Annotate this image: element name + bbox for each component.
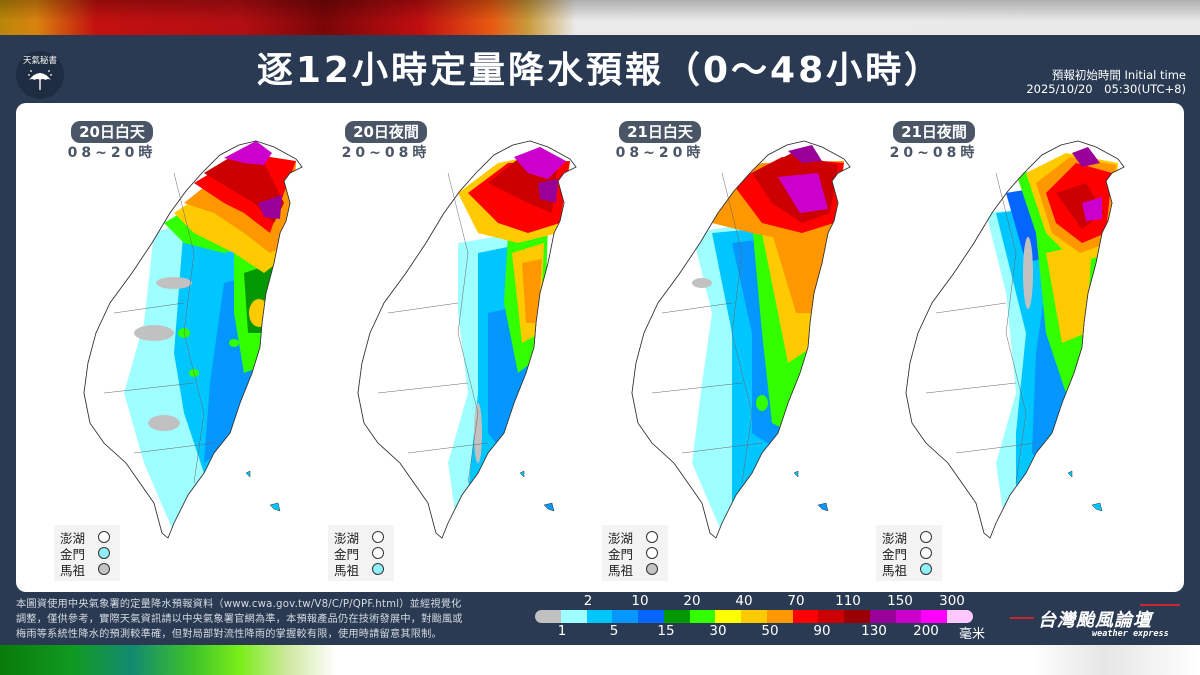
date-label: 21日夜間 xyxy=(893,121,975,143)
time-range: 20~08時 xyxy=(341,145,431,161)
precipitation-color-legend: 2 10 20 40 70 110 150 300 1 5 15 30 50 9… xyxy=(533,593,985,642)
time-range: 20~08時 xyxy=(889,145,979,161)
island-matsu: 馬祖 xyxy=(334,561,388,578)
map-header: 20日夜間 20~08時 xyxy=(334,121,438,163)
taiwan-typhoon-forum-logo: 台灣颱風論壇 weather express xyxy=(1010,598,1190,642)
forecast-frame: 天氣秘書 逐12小時定量降水預報（0～48小時） 預報初始時間 Initial … xyxy=(0,35,1200,645)
map-header: 21日夜間 20~08時 xyxy=(882,121,986,163)
date-label: 20日夜間 xyxy=(345,121,427,143)
page-title: 逐12小時定量降水預報（0～48小時） xyxy=(256,50,944,91)
outlying-islands-legend: 澎湖 金門 馬祖 xyxy=(328,525,394,581)
outlying-islands-legend: 澎湖 金門 馬祖 xyxy=(876,525,942,581)
island-penghu: 澎湖 xyxy=(882,529,936,546)
initial-time-label: 預報初始時間 Initial time xyxy=(1051,68,1186,82)
taiwan-rain-map xyxy=(905,140,1125,539)
date-label: 21日白天 xyxy=(619,121,701,143)
island-penghu: 澎湖 xyxy=(608,529,662,546)
island-penghu: 澎湖 xyxy=(60,529,114,546)
maps-panel: 20日白天 08~20時 xyxy=(16,103,1184,592)
top-decor-strip xyxy=(0,0,1200,35)
island-matsu: 馬祖 xyxy=(608,561,662,578)
initial-time-value: 2025/10/20 05:30(UTC+8) xyxy=(1026,82,1186,96)
island-kinmen: 金門 xyxy=(60,545,114,562)
legend-unit: 毫米 xyxy=(958,627,985,642)
map-20-day: 20日白天 08~20時 xyxy=(16,103,306,592)
map-21-night: 21日夜間 20~08時 xyxy=(838,103,1128,592)
map-header: 20日白天 08~20時 xyxy=(60,121,164,163)
map-header: 21日白天 08~20時 xyxy=(608,121,712,163)
legend-top-labels: 2 10 20 40 70 110 150 300 xyxy=(583,593,965,609)
umbrella-icon xyxy=(28,70,52,90)
brand-name: 台灣颱風論壇 xyxy=(1038,610,1152,631)
island-kinmen: 金門 xyxy=(882,545,936,562)
logo-text: 天氣秘書 xyxy=(22,56,57,66)
island-penghu: 澎湖 xyxy=(334,529,388,546)
outlying-islands-legend: 澎湖 金門 馬祖 xyxy=(54,525,120,581)
taiwan-rain-map xyxy=(357,140,577,539)
taiwan-rain-map xyxy=(83,140,303,539)
weather-secretary-logo: 天氣秘書 xyxy=(16,51,64,99)
island-matsu: 馬祖 xyxy=(60,561,114,578)
outlying-islands-legend: 澎湖 金門 馬祖 xyxy=(602,525,668,581)
map-21-day: 21日白天 08~20時 xyxy=(564,103,854,592)
brand-accent-line xyxy=(1010,617,1034,619)
data-source-note: 本圖資使用中央氣象署的定量降水預報資料（www.cwa.gov.tw/V8/C/… xyxy=(16,599,463,640)
taiwan-rain-map xyxy=(631,140,851,539)
time-range: 08~20時 xyxy=(615,145,705,161)
legend-color-bar xyxy=(535,610,973,623)
island-kinmen: 金門 xyxy=(608,545,662,562)
brand-accent-line xyxy=(1140,604,1180,606)
date-label: 20日白天 xyxy=(71,121,153,143)
island-matsu: 馬祖 xyxy=(882,561,936,578)
bottom-decor-strip xyxy=(0,645,1200,675)
time-range: 08~20時 xyxy=(67,145,157,161)
island-kinmen: 金門 xyxy=(334,545,388,562)
legend-bottom-labels: 1 5 15 30 50 90 130 200 xyxy=(557,623,939,639)
map-20-night: 20日夜間 20~08時 xyxy=(290,103,580,592)
brand-subtitle: weather express xyxy=(1092,629,1169,639)
initial-time: 預報初始時間 Initial time 2025/10/20 05:30(UTC… xyxy=(1026,68,1186,96)
